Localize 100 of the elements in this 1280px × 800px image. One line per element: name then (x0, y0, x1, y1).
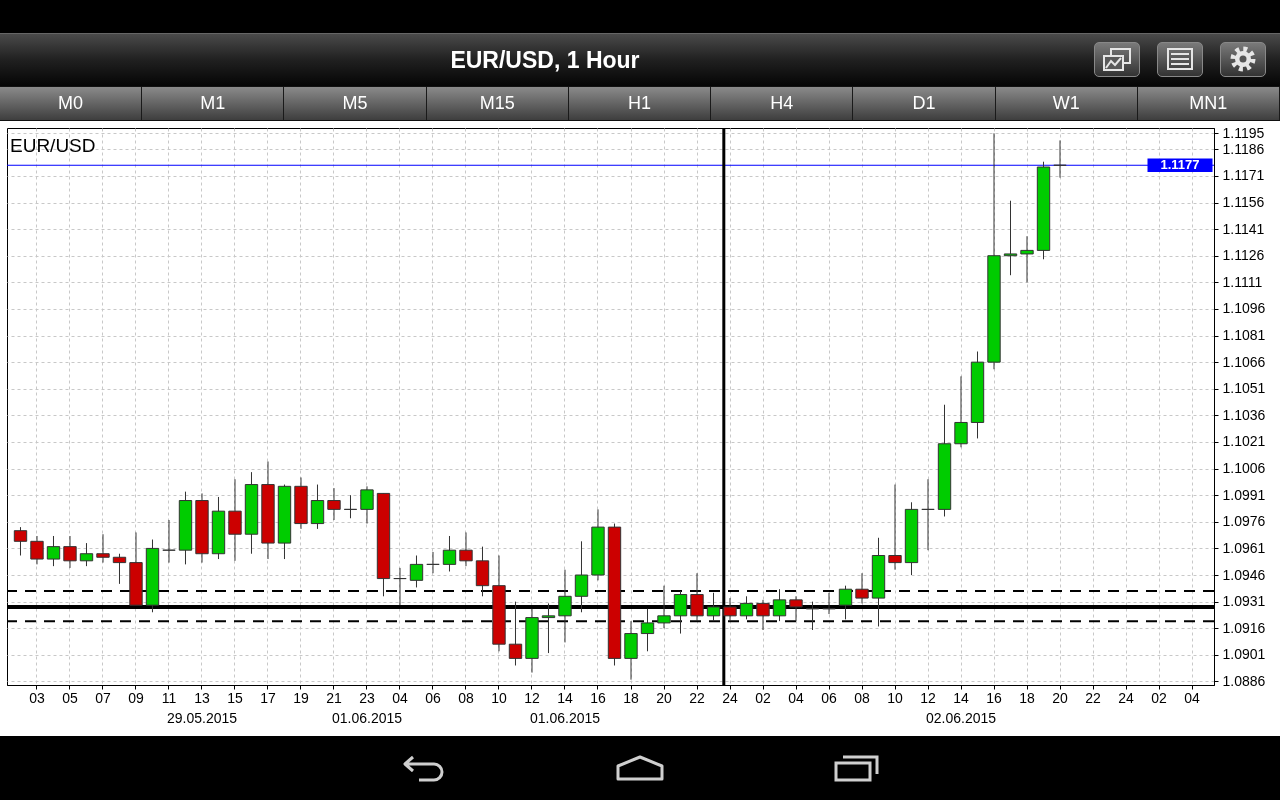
x-tick-label: 24 (722, 689, 738, 706)
candlestick (459, 531, 473, 567)
x-tick-label: 10 (491, 689, 507, 706)
candlestick (96, 533, 110, 564)
candlestick (772, 588, 787, 622)
candlestick (409, 555, 424, 588)
candlestick (805, 601, 820, 631)
text: M15 (426, 87, 569, 120)
candlestick (1003, 200, 1018, 276)
x-tick-label: 09 (128, 689, 144, 706)
x-tick-label: 02 (755, 689, 771, 706)
text: MN1 (1137, 87, 1280, 120)
y-tick-label: 1.0946 (1222, 566, 1266, 583)
y-tick-label: 1.1141 (1222, 220, 1265, 237)
candlestick (690, 572, 704, 622)
x-tick-label: 06 (425, 689, 441, 706)
text: H4 (711, 87, 854, 120)
candlestick (723, 597, 737, 622)
candlestick (13, 526, 28, 557)
text: M1 (142, 87, 285, 120)
y-tick-label: 1.0886 (1222, 672, 1266, 689)
x-tick-label: 19 (293, 689, 309, 706)
x-tick-label: 17 (260, 689, 276, 706)
chart-title: EUR/USD, 1 Hour (449, 46, 641, 75)
x-tick-label: 22 (689, 689, 705, 706)
y-tick-label: 1.1021 (1222, 433, 1266, 450)
x-tick-label: 18 (623, 689, 639, 706)
candlestick (558, 569, 572, 643)
candlestick (541, 602, 556, 654)
candlestick (838, 585, 853, 620)
x-tick-label: 05 (62, 689, 78, 706)
x-tick-label: 03 (29, 689, 45, 706)
candlestick (30, 535, 44, 565)
y-tick-label: 1.1051 (1222, 380, 1266, 397)
y-tick-label: 1.1006 (1222, 460, 1266, 477)
x-tick-label: 06 (821, 689, 837, 706)
candlestick (327, 487, 341, 521)
candlestick (46, 535, 61, 567)
candlestick (888, 484, 902, 571)
x-tick-label: 16 (590, 689, 606, 706)
text: M0 (0, 87, 143, 120)
x-tick-label: 04 (788, 689, 804, 706)
candlestick (822, 592, 836, 615)
x-tick-label: 22 (1085, 689, 1102, 706)
x-tick-label: 24 (1118, 689, 1135, 706)
candlestick (954, 375, 968, 448)
y-tick-label: 1.0976 (1222, 513, 1266, 530)
y-tick-label: 1.1111 (1222, 273, 1263, 290)
candlestick (79, 542, 94, 567)
candlestick (706, 592, 721, 622)
y-tick-label: 1.1036 (1222, 406, 1266, 423)
y-tick-label: 1.1186 (1222, 140, 1265, 157)
x-tick-label: 11 (161, 689, 177, 706)
y-tick-label: 1.0901 (1222, 646, 1266, 663)
y-tick-label: 1.0991 (1222, 486, 1266, 503)
candlestick (343, 494, 358, 519)
candlestick (657, 585, 671, 629)
candlestick (63, 535, 77, 569)
candlestick (640, 608, 655, 652)
candlestick (574, 540, 589, 613)
candlestick (673, 590, 688, 635)
x-tick-label: 07 (95, 689, 111, 706)
x-tick-label: 02 (1151, 689, 1168, 706)
y-tick-label: 1.1096 (1222, 300, 1266, 317)
candlestick (162, 519, 176, 564)
x-tick-label: 15 (227, 689, 243, 706)
candlestick (855, 572, 869, 604)
candlestick (112, 553, 127, 585)
y-tick-label: 1.0961 (1222, 539, 1266, 556)
x-tick-label: 18 (1019, 689, 1036, 706)
text: M5 (284, 87, 427, 120)
x-tick-label: 08 (854, 689, 870, 706)
y-tick-label: 1.1066 (1222, 353, 1266, 370)
x-tick-label: 12 (920, 689, 936, 706)
y-tick-label: 1.0916 (1222, 619, 1266, 636)
candlestick (1020, 235, 1034, 283)
candlestick (921, 478, 935, 551)
text: W1 (995, 87, 1138, 120)
candlestick (426, 551, 440, 574)
x-tick-label: 04 (392, 689, 408, 706)
chart-subtitle: EUR/USD (10, 135, 96, 156)
candlestick (756, 599, 770, 631)
x-tick-label: 20 (1052, 689, 1069, 706)
y-tick-label: 1.0931 (1222, 593, 1266, 610)
candlestick (360, 485, 374, 525)
x-tick-label: 16 (986, 689, 1002, 706)
candlestick (789, 595, 803, 622)
x-tick-label: 20 (656, 689, 672, 706)
y-tick-label: 1.1126 (1222, 247, 1265, 264)
candlestick (739, 595, 754, 620)
x-tick-label: 08 (458, 689, 474, 706)
text: H1 (568, 87, 712, 120)
y-tick-label: 1.1195 (1222, 124, 1265, 141)
x-tick-label: 10 (887, 689, 903, 706)
candlestick (1053, 139, 1067, 179)
y-tick-label: 1.1171 (1222, 167, 1265, 184)
candlestick (508, 601, 523, 666)
x-tick-label: 12 (524, 689, 540, 706)
candlestick (393, 567, 407, 606)
text: D1 (853, 87, 996, 120)
